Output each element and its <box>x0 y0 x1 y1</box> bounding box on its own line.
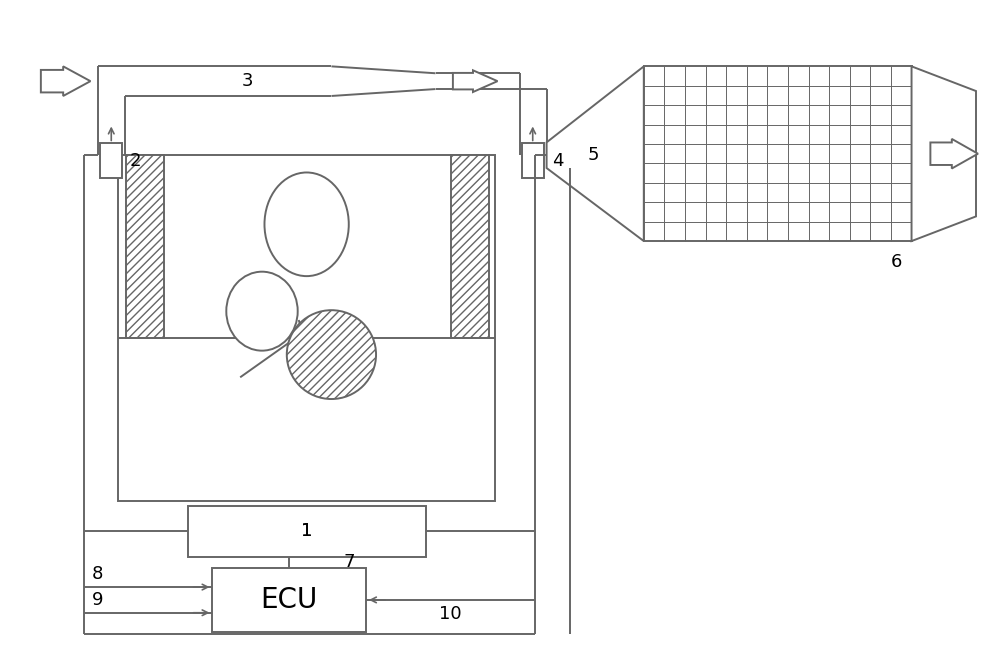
Text: 6: 6 <box>891 253 902 271</box>
Ellipse shape <box>287 310 376 399</box>
Polygon shape <box>41 66 90 96</box>
Bar <box>100 143 122 178</box>
Text: 4: 4 <box>552 152 563 170</box>
Bar <box>212 568 366 632</box>
Text: 1: 1 <box>301 522 312 540</box>
Ellipse shape <box>226 272 298 351</box>
Text: 8: 8 <box>91 565 103 583</box>
Text: 9: 9 <box>91 591 103 608</box>
Text: 2: 2 <box>130 152 142 170</box>
Bar <box>126 156 164 338</box>
Bar <box>451 156 489 338</box>
Bar <box>118 156 495 501</box>
Text: 1: 1 <box>301 522 312 540</box>
Bar <box>451 156 489 338</box>
Bar <box>188 505 426 557</box>
Bar <box>644 66 912 241</box>
Text: 7: 7 <box>344 553 355 572</box>
Polygon shape <box>930 139 978 168</box>
Text: 3: 3 <box>241 72 253 90</box>
Polygon shape <box>912 66 976 241</box>
Polygon shape <box>453 70 498 92</box>
Bar <box>522 143 544 178</box>
Text: ECU: ECU <box>261 586 318 614</box>
Text: 5: 5 <box>587 146 599 164</box>
Bar <box>126 156 164 338</box>
Polygon shape <box>547 66 644 241</box>
Ellipse shape <box>264 172 349 276</box>
Text: 10: 10 <box>439 605 462 623</box>
Bar <box>560 143 581 168</box>
